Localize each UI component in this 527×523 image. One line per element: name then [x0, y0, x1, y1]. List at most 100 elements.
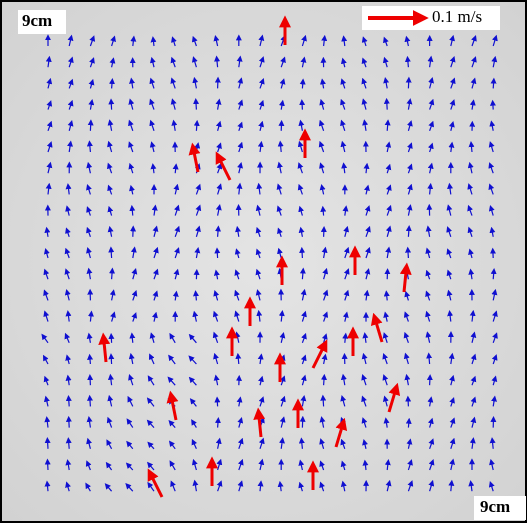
blue-vector — [276, 205, 283, 216]
blue-vector — [65, 374, 72, 386]
blue-vector — [427, 417, 434, 428]
blue-vector — [382, 56, 389, 68]
blue-vector — [216, 183, 223, 195]
blue-vector — [106, 439, 113, 450]
blue-vector — [382, 332, 389, 343]
blue-vector — [65, 310, 72, 322]
blue-vector — [237, 121, 243, 132]
blue-vector — [488, 141, 495, 153]
blue-vector — [340, 119, 346, 131]
blue-vector — [151, 204, 158, 216]
blue-vector — [404, 290, 411, 301]
blue-vector — [343, 268, 350, 280]
blue-vector — [110, 35, 116, 47]
blue-vector — [427, 162, 434, 174]
blue-vector — [191, 438, 198, 450]
blue-vector — [406, 120, 413, 131]
blue-vector — [65, 459, 72, 471]
blue-vector — [489, 437, 496, 449]
blue-vector — [385, 246, 392, 259]
blue-vector — [89, 57, 95, 68]
blue-vector — [255, 289, 262, 301]
blue-vector — [340, 98, 346, 110]
blue-vector — [470, 375, 477, 386]
blue-vector — [279, 375, 286, 386]
blue-vector — [469, 99, 476, 110]
blue-vector — [449, 55, 456, 68]
blue-vector — [489, 226, 496, 237]
blue-vector — [343, 246, 350, 259]
blue-vector — [449, 458, 456, 471]
blue-vector — [236, 396, 243, 407]
blue-vector — [386, 204, 392, 216]
blue-vector — [170, 77, 177, 89]
blue-vector — [365, 246, 371, 259]
blue-vector — [449, 77, 456, 89]
blue-vector — [106, 416, 113, 428]
blue-vector — [129, 204, 136, 216]
blue-vector — [403, 331, 410, 344]
blue-vector — [43, 310, 50, 322]
blue-vector — [488, 204, 495, 216]
blue-vector — [407, 183, 413, 195]
blue-vector — [340, 140, 347, 153]
red-vector — [387, 382, 401, 413]
blue-vector — [322, 311, 329, 322]
blue-vector — [278, 99, 285, 110]
blue-vector — [363, 289, 370, 301]
red-vector — [188, 142, 201, 173]
blue-vector — [65, 227, 71, 237]
blue-vector — [216, 458, 223, 471]
blue-vector — [318, 119, 325, 131]
blue-vector — [86, 332, 93, 343]
blue-vector — [213, 374, 220, 386]
blue-vector — [449, 99, 456, 110]
blue-vector — [343, 225, 350, 237]
blue-vector — [489, 458, 495, 471]
blue-vector — [383, 311, 390, 322]
blue-vector — [213, 269, 220, 280]
blue-vector — [300, 354, 307, 365]
blue-vector — [277, 140, 284, 153]
blue-vector — [428, 458, 435, 471]
blue-vector — [172, 163, 179, 174]
blue-vector — [427, 182, 434, 195]
blue-vector — [301, 310, 307, 322]
blue-vector — [67, 56, 74, 68]
blue-vector — [150, 36, 157, 47]
blue-vector — [172, 290, 179, 301]
scale-label: 0.1 m/s — [432, 7, 482, 26]
blue-vector — [149, 98, 155, 110]
blue-vector — [87, 310, 94, 322]
size-label: 9cm — [22, 11, 52, 30]
blue-vector — [237, 416, 244, 428]
blue-vector — [129, 77, 135, 89]
blue-vector — [340, 78, 347, 89]
blue-vector — [215, 225, 222, 237]
blue-vector — [446, 226, 452, 237]
blue-vector — [191, 35, 198, 47]
blue-vector — [256, 182, 263, 195]
blue-vector — [448, 352, 455, 365]
blue-vector — [258, 56, 265, 68]
blue-vector — [65, 183, 72, 195]
blue-vector — [128, 119, 134, 131]
blue-vector — [279, 416, 286, 428]
blue-vector — [126, 418, 134, 428]
blue-vector — [488, 481, 495, 492]
blue-vector — [191, 419, 197, 428]
blue-vector — [446, 269, 453, 280]
blue-vector — [88, 98, 95, 110]
blue-vector — [362, 332, 369, 343]
blue-vector — [297, 162, 304, 174]
blue-vector — [448, 121, 455, 131]
blue-vector — [470, 353, 477, 365]
blue-vector — [297, 183, 304, 195]
blue-vector — [43, 268, 50, 280]
blue-vector — [298, 437, 305, 449]
blue-vector — [427, 55, 434, 68]
blue-vector — [278, 310, 285, 322]
blue-vector — [364, 268, 371, 280]
blue-vector — [168, 354, 176, 365]
